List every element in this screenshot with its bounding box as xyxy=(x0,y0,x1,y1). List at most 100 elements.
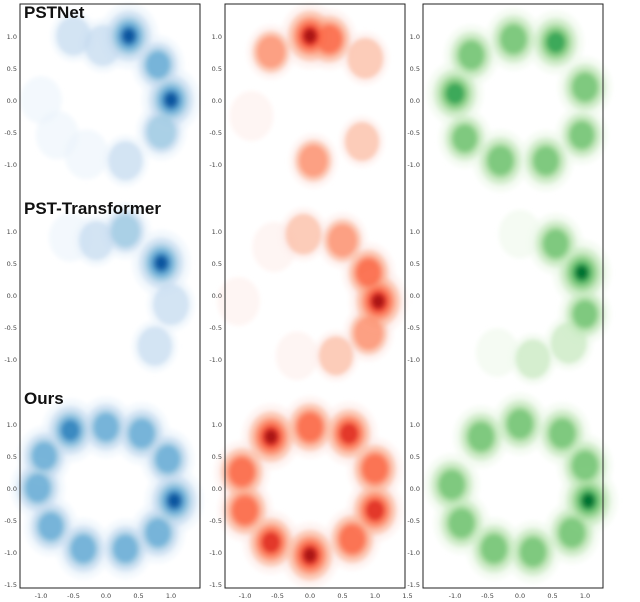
density-blob-r3-c3-p4-l4 xyxy=(572,451,598,480)
density-blob-r1-c1-p2-l6 xyxy=(165,93,177,107)
ytick-r3-c2-4: -0.5 xyxy=(209,517,222,525)
ytick-r1-c1-4: -0.5 xyxy=(4,129,17,137)
density-blob-r2-c3-p1-l4 xyxy=(543,229,568,258)
ytick-r1-c1-3: 0.0 xyxy=(7,97,17,105)
axes-frame-col1 xyxy=(19,3,201,589)
density-blob-r2-c1-p3-l2 xyxy=(152,283,190,326)
density-blob-r3-c2-p8-l5 xyxy=(262,532,280,553)
density-blob-r3-c2-p4-l4 xyxy=(362,454,388,483)
density-blob-r2-c3-p5-l2 xyxy=(515,339,551,379)
density-blob-r3-c1-p3-l4 xyxy=(129,419,155,448)
xtick-c2-3: 0.0 xyxy=(305,592,315,600)
density-blob-r2-c2-p8-l1 xyxy=(217,277,260,326)
density-blob-r1-c1-p7-l1 xyxy=(35,110,79,160)
density-blob-r3-c3-p2-l4 xyxy=(507,409,533,439)
density-blob-r2-c2-p4-l6 xyxy=(372,294,385,309)
density-blob-r1-c3-p7-l4 xyxy=(533,146,559,175)
ytick-r1-c2-4: -0.5 xyxy=(209,129,222,137)
ytick-r2-c2-4: -0.5 xyxy=(209,324,222,332)
ytick-r3-c3-4: -0.5 xyxy=(407,517,420,525)
density-blob-r1-c2-p6-l2 xyxy=(344,121,380,162)
ytick-r3-c3-2: 0.5 xyxy=(410,453,420,461)
ytick-r1-c3-5: -1.0 xyxy=(407,161,420,169)
axes-frame-col3 xyxy=(422,3,604,589)
xtick-c2-4: 0.5 xyxy=(337,592,347,600)
ytick-r3-c2-5: -1.0 xyxy=(209,549,222,557)
ytick-r1-c1-1: 1.0 xyxy=(7,33,17,41)
density-blob-r3-c2-p6-l4 xyxy=(339,525,365,554)
density-blob-r3-c3-p1-l4 xyxy=(468,422,494,451)
density-blob-r1-c2-p4-l2 xyxy=(347,37,384,80)
density-panel-r1-c2 xyxy=(229,3,389,189)
density-blob-r1-c2-p5-l1 xyxy=(229,91,274,141)
density-blob-r1-c3-p5-l4 xyxy=(572,73,598,102)
density-blob-r3-c3-p9-l4 xyxy=(449,509,474,538)
density-panel-r2-c3 xyxy=(475,209,611,385)
density-blob-r3-c3-p10-l4 xyxy=(439,470,465,499)
ytick-r2-c1-1: 1.0 xyxy=(7,228,17,236)
density-blob-r3-c3-p3-l4 xyxy=(549,419,575,448)
density-blob-r2-c3-p2-l6 xyxy=(575,265,588,280)
ytick-r3-c1-1: 1.0 xyxy=(7,421,17,429)
density-blob-r1-c3-p6-l4 xyxy=(570,121,594,149)
density-blob-r3-c2-p3-l5 xyxy=(340,423,358,444)
density-panel-r1-c1 xyxy=(20,3,200,187)
density-blob-r3-c2-p10-l4 xyxy=(229,457,255,487)
density-panel-r3-c2 xyxy=(214,396,403,589)
ytick-r1-c2-2: 0.5 xyxy=(212,65,222,73)
density-blob-r2-c1-p2-l6 xyxy=(155,256,168,270)
ytick-r3-c2-6: -1.5 xyxy=(209,581,222,589)
density-blob-r2-c3-p6-l1 xyxy=(475,328,519,377)
density-blob-r1-c3-p8-l4 xyxy=(488,146,513,175)
density-blob-r1-c3-p3-l4 xyxy=(501,25,526,54)
ytick-r2-c1-4: -0.5 xyxy=(4,324,17,332)
ytick-r2-c2-5: -1.0 xyxy=(209,356,222,364)
xtick-c3-2: -0.5 xyxy=(481,592,494,600)
density-blob-r3-c2-p1-l6 xyxy=(265,430,277,444)
density-blob-r3-c3-p7-l4 xyxy=(520,537,546,567)
density-blob-r3-c1-p2-l4 xyxy=(93,413,119,442)
ytick-r2-c3-5: -1.0 xyxy=(407,356,420,364)
ytick-r2-c2-1: 1.0 xyxy=(212,228,222,236)
density-blob-r3-c3-p8-l4 xyxy=(481,534,507,563)
density-panel-r3-c3 xyxy=(424,392,618,584)
density-blob-r3-c1-p7-l4 xyxy=(113,535,138,563)
ytick-r3-c2-3: 0.0 xyxy=(212,485,222,493)
density-blob-r1-c2-p7-l3 xyxy=(299,144,328,177)
density-blob-r2-c2-p3-l4 xyxy=(356,259,381,287)
ytick-r1-c2-3: 0.0 xyxy=(212,97,222,105)
ytick-r3-c3-3: 0.0 xyxy=(410,485,420,493)
ytick-r3-c1-2: 0.5 xyxy=(7,453,17,461)
density-blob-r3-c1-p11-l4 xyxy=(32,442,57,470)
row-label-3: Ours xyxy=(24,389,64,408)
density-panel-r1-c3 xyxy=(427,8,612,192)
ytick-r3-c2-2: 0.5 xyxy=(212,453,222,461)
ytick-r1-c1-5: -1.0 xyxy=(4,161,17,169)
ytick-r1-c2-1: 1.0 xyxy=(212,33,222,41)
xtick-c1-1: -1.0 xyxy=(35,592,48,600)
density-blob-r3-c2-p7-l6 xyxy=(304,548,316,562)
density-blob-r3-c1-p5-l6 xyxy=(168,494,181,508)
ytick-r1-c3-3: 0.0 xyxy=(410,97,420,105)
density-blob-r1-c1-p4-l3 xyxy=(146,115,176,149)
xtick-c3-3: 0.0 xyxy=(515,592,525,600)
density-blob-r2-c2-p9-l1 xyxy=(252,222,297,272)
axes-frame-col2 xyxy=(224,3,406,589)
ytick-r2-c2-3: 0.0 xyxy=(212,292,222,300)
density-panel-r3-c1 xyxy=(10,396,204,580)
ytick-r3-c2-1: 1.0 xyxy=(212,421,222,429)
density-blob-r2-c2-p6-l2 xyxy=(318,336,354,376)
density-blob-r2-c1-p1-l3 xyxy=(110,214,141,248)
density-blob-r2-c1-p5-l2 xyxy=(78,220,114,261)
density-blob-r1-c3-p2-l4 xyxy=(459,41,484,70)
density-blob-r1-c2-p3-l3 xyxy=(256,35,286,69)
density-blob-r2-c2-p1-l2 xyxy=(285,213,322,255)
xtick-c1-5: 1.0 xyxy=(166,592,176,600)
density-blob-r3-c1-p9-l4 xyxy=(38,512,63,541)
density-blob-r2-c3-p10-l1 xyxy=(498,209,542,259)
density-panel-r2-c1 xyxy=(48,202,195,372)
ytick-r2-c3-2: 0.5 xyxy=(410,260,420,268)
row-label-2: PST-Transformer xyxy=(24,199,161,218)
xtick-c2-6: 1.5 xyxy=(402,592,412,600)
